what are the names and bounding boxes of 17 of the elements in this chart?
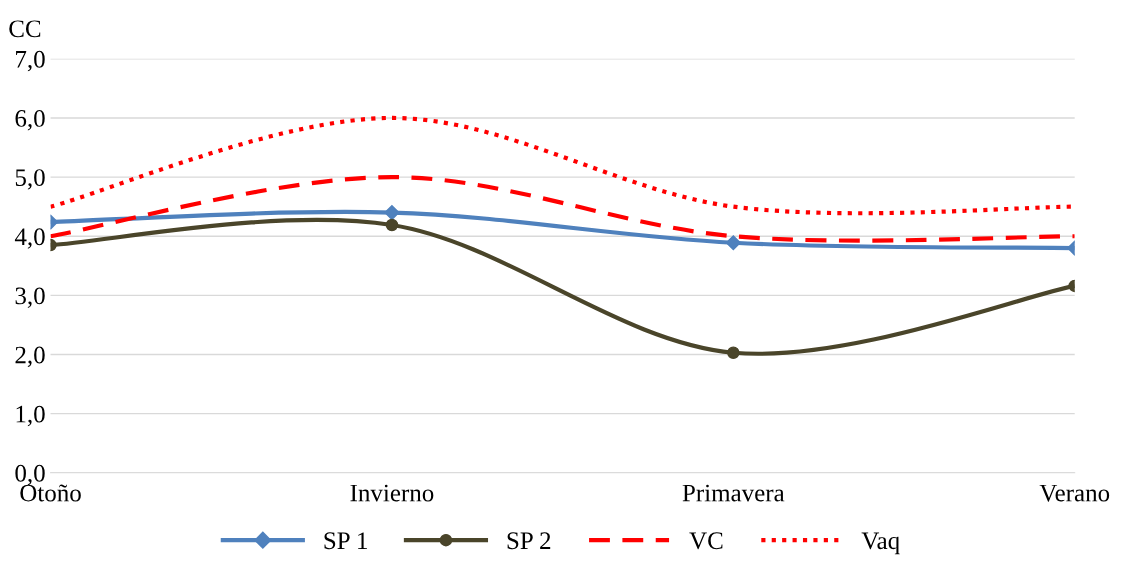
y-tick-label: 5,0: [15, 169, 45, 190]
x-tick-label: Primavera: [682, 484, 785, 502]
y-tick-label: 7,0: [16, 50, 45, 72]
legend-label: SP 2: [507, 532, 551, 550]
legend-label: Vaq: [861, 532, 900, 555]
x-tick-label: Otoño: [20, 484, 81, 502]
y-tick-label: 1,0: [16, 405, 45, 427]
y-tick-label: 3,0: [15, 287, 45, 308]
legend-label: SP 1: [324, 532, 367, 550]
legend-label: VC: [689, 532, 723, 550]
x-tick-label: Invierno: [350, 484, 434, 502]
y-tick-label: 2,0: [15, 346, 45, 368]
y-tick-label: 4,0: [14, 228, 45, 249]
x-tick-label: Verano: [1039, 484, 1110, 502]
y-tick-label: 6,0: [15, 110, 45, 131]
y-axis-title: CC: [9, 20, 41, 38]
y-tick-label: 0,0: [15, 464, 45, 486]
